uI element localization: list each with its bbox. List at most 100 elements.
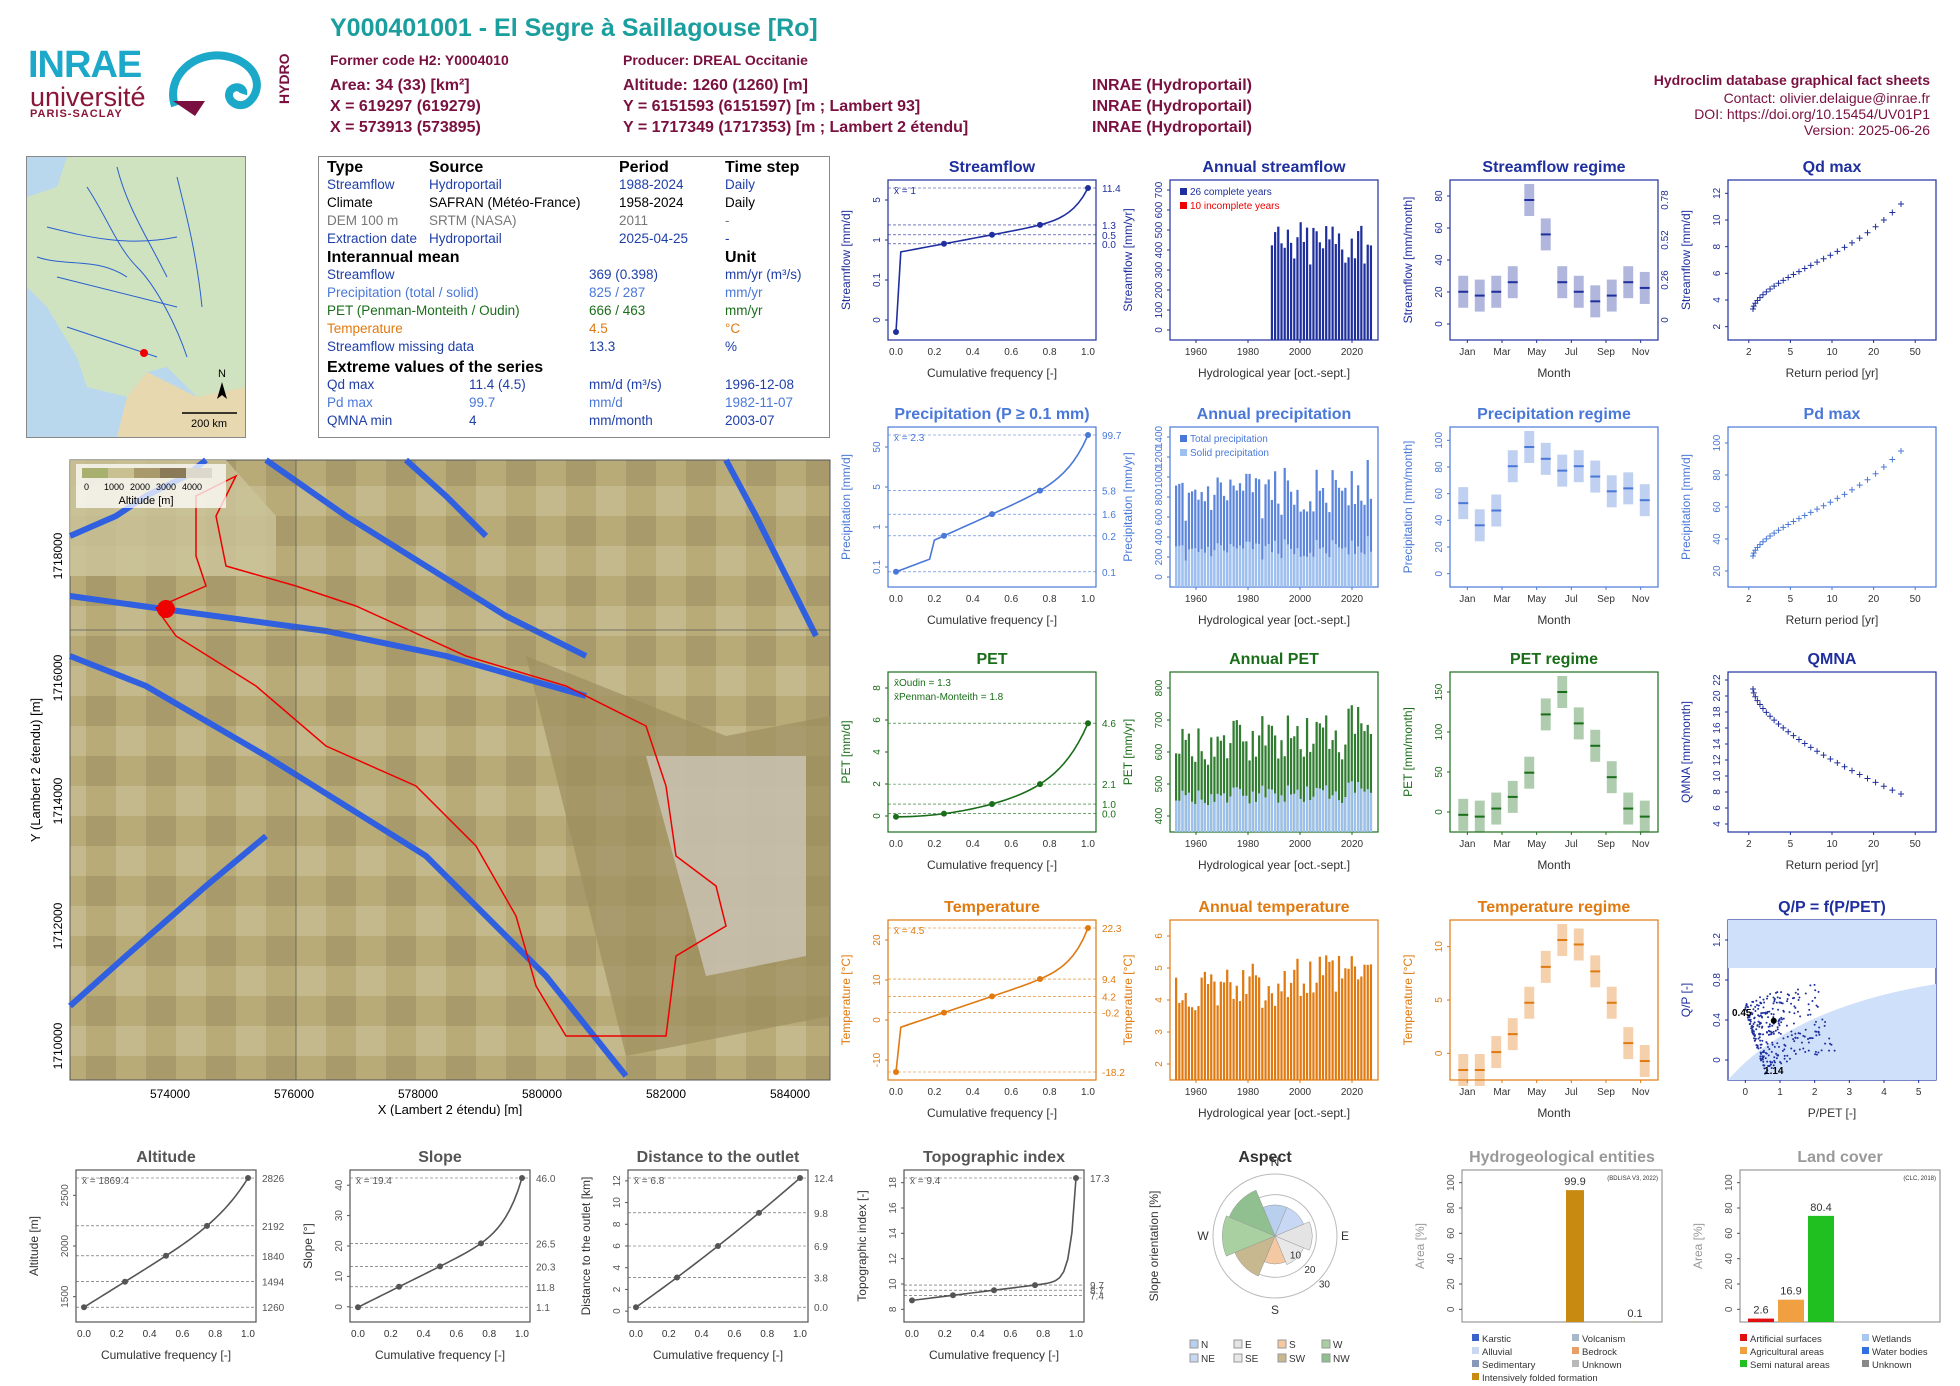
annual-bar	[1318, 956, 1321, 1080]
y-tick-label: 500	[1154, 775, 1165, 792]
quantile-label: 3.8	[814, 1273, 828, 1284]
aspect-ring	[1212, 1173, 1338, 1299]
extreme-point	[1820, 752, 1827, 759]
y-tick-label: 22	[1712, 674, 1723, 686]
y-axis-label: Precipitation [mm/d]	[1679, 454, 1693, 560]
extreme-point	[1849, 486, 1855, 493]
solid-bar	[1360, 552, 1363, 587]
solid-bar	[1309, 552, 1312, 587]
extreme-point	[1775, 527, 1782, 534]
quantile-label: 22.3	[1102, 924, 1122, 935]
solid-bar	[1293, 554, 1296, 587]
y-tick-label: 0	[1712, 1057, 1723, 1063]
x-tick-label: 1.0	[1081, 839, 1095, 850]
solid-bar	[1344, 797, 1347, 832]
y-tick-label: 80	[1724, 1202, 1735, 1214]
qp-point	[1749, 1022, 1752, 1025]
annual-bar	[1245, 473, 1248, 587]
annual-bar	[1194, 489, 1197, 587]
quantile-point	[122, 1278, 128, 1285]
solid-bar	[1261, 785, 1264, 832]
annual-bar	[1337, 233, 1341, 340]
x-tick-label: 0.2	[384, 1329, 398, 1340]
x-tick-label: 1980	[1237, 594, 1260, 605]
annual-bar	[1200, 977, 1203, 1080]
legend-key	[1321, 1353, 1331, 1363]
x-tick-label: 1.0	[241, 1329, 255, 1340]
x-tick-label: 1	[1777, 1087, 1783, 1098]
aspect-sector	[1274, 1235, 1304, 1265]
x-tick-label: 1.0	[515, 1329, 529, 1340]
annual-bar	[1334, 991, 1337, 1080]
extreme-point	[1756, 294, 1763, 301]
quantile-label: 12.4	[814, 1174, 834, 1185]
y-tick-label: 40	[334, 1179, 345, 1191]
extreme-point	[1801, 740, 1808, 747]
north-arrow-icon	[217, 382, 227, 399]
header: INRAE université PARIS-SACLAY HYDRO Y000…	[0, 0, 1960, 150]
qp-point	[1811, 1000, 1814, 1003]
map-ylabel: Y (Lambert 2 étendu) [m]	[28, 698, 43, 842]
annual-bar	[1325, 502, 1328, 587]
solid-bar	[1181, 545, 1184, 587]
qp-point	[1780, 991, 1783, 994]
qp-point	[1786, 998, 1789, 1001]
quantile-point	[989, 231, 995, 238]
qp-point	[1771, 1024, 1774, 1027]
qp-point	[1824, 1020, 1827, 1023]
x-axis-label: Month	[1537, 858, 1570, 872]
qp-point	[1796, 1037, 1799, 1040]
y-axis-label: Slope [°]	[301, 1223, 315, 1269]
qp-point	[1772, 1032, 1775, 1035]
legend-label: E	[1245, 1340, 1252, 1351]
altitude: Altitude: 1260 (1260) [m]	[623, 77, 808, 94]
legend-label: NW	[1333, 1354, 1350, 1365]
extreme-point	[1898, 201, 1904, 207]
qp-point	[1797, 999, 1800, 1002]
annual-bar	[1181, 482, 1184, 587]
x-tick-label: 1980	[1237, 839, 1260, 850]
ring-label: 10	[1290, 1250, 1302, 1261]
contact[interactable]: Contact: olivier.delaigue@inrae.fr	[1723, 90, 1930, 106]
chart-streamflow_regime: Streamflow regime Month Streamflow [mm/mon…	[1401, 159, 1671, 380]
annual-bar	[1369, 245, 1373, 340]
annual-bar	[1286, 997, 1290, 1080]
x-tick-label: 0.6	[727, 1329, 741, 1340]
y-tick-label: 800	[1154, 488, 1165, 505]
y2-tick-label: 0.78	[1660, 190, 1671, 210]
quantile-label: 9.8	[814, 1209, 828, 1220]
info-row: Extraction date Hydroportail 2025-04-25-	[327, 231, 730, 246]
mean-row: Temperature 4.5 °C	[327, 321, 741, 336]
legend-label: S	[1289, 1340, 1296, 1351]
alt-legend-tick: 1000	[104, 482, 124, 492]
solid-bar	[1289, 548, 1293, 587]
qp-point	[1748, 1018, 1751, 1021]
chart-title: PET regime	[1510, 651, 1598, 668]
annual-bar	[1357, 231, 1360, 340]
qp-point	[1759, 996, 1762, 999]
mean-label: x̄ = 1	[894, 186, 916, 197]
mean-row: PET (Penman-Monteith / Oudin) 666 / 463 mm…	[327, 303, 763, 318]
annual-bar	[1254, 756, 1258, 832]
y-tick-label: 10	[612, 1197, 623, 1209]
legend-label: W	[1333, 1340, 1343, 1351]
qp-point	[1772, 1016, 1775, 1019]
extreme-point	[1864, 229, 1871, 236]
x-tick-label: 1980	[1237, 347, 1260, 358]
qp-point	[1794, 1052, 1797, 1055]
qp-point	[1776, 1026, 1779, 1029]
annual-bar	[1353, 733, 1357, 832]
x-tick-label: 0	[1743, 1087, 1749, 1098]
annual-bar	[1369, 733, 1373, 832]
hydro-logo-icon	[169, 51, 261, 116]
solid-bar	[1200, 799, 1203, 832]
extreme-point	[1898, 448, 1904, 454]
doi-link[interactable]: DOI: https://doi.org/10.15454/UV01P1	[1694, 106, 1930, 122]
annual-bar	[1184, 520, 1187, 587]
qp-point	[1751, 1028, 1754, 1031]
x-tick-label: 0.0	[629, 1329, 643, 1340]
aspect-sector	[1274, 1221, 1313, 1251]
x-tick-label: 0.8	[1043, 347, 1057, 358]
y-axis-label: Topographic index [-]	[855, 1190, 869, 1301]
y-tick-label: 0.4	[1712, 1013, 1723, 1027]
